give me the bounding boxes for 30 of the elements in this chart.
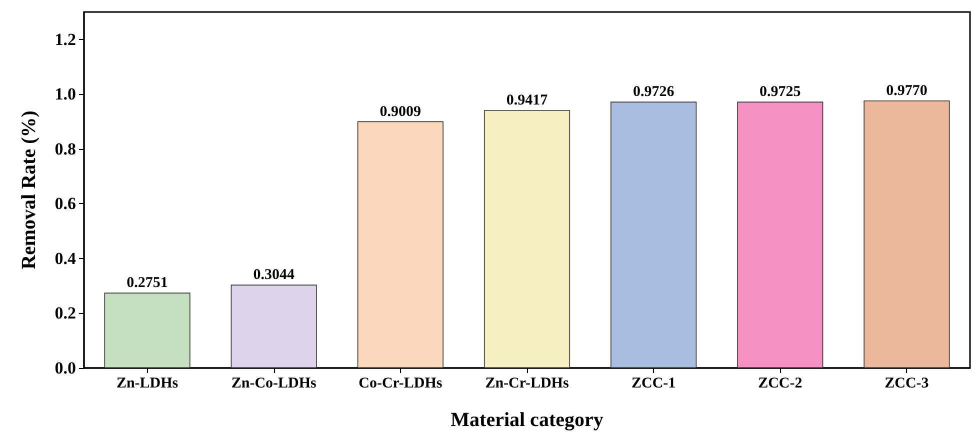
x-tick-label: Zn-LDHs	[116, 376, 178, 392]
x-tick-label: Zn-Cr-LDHs	[485, 376, 569, 392]
x-tick-label: ZCC-3	[884, 376, 929, 392]
x-tick-label: ZCC-2	[758, 376, 802, 392]
data-label: 0.9726	[632, 84, 675, 100]
bar	[357, 121, 444, 368]
bar	[864, 100, 950, 368]
bar	[484, 110, 570, 368]
bar	[230, 284, 317, 368]
y-tick-label: 0.8	[54, 139, 76, 158]
bar	[610, 102, 697, 368]
y-tick-label: 0.6	[54, 194, 76, 214]
bar	[737, 102, 824, 368]
x-tick-label: Zn-Co-LDHs	[231, 376, 317, 392]
x-axis-title: Material category	[450, 409, 604, 431]
data-label: 0.9009	[380, 104, 422, 120]
y-tick-label: 0.4	[54, 248, 76, 268]
data-label: 0.2751	[126, 275, 168, 292]
data-label: 0.9417	[506, 92, 548, 109]
y-tick-label: 0.0	[54, 358, 76, 378]
x-tick-label: ZCC-1	[631, 376, 676, 392]
data-label: 0.9770	[886, 82, 928, 99]
data-label: 0.3044	[253, 267, 295, 284]
y-tick-label: 1.2	[54, 30, 76, 49]
y-tick-label: 1.0	[54, 84, 76, 104]
y-tick-label: 0.2	[54, 304, 76, 323]
y-axis-title: Removal Rate (%)	[18, 110, 40, 270]
x-tick-label: Co-Cr-LDHs	[358, 376, 442, 392]
data-label: 0.9725	[760, 84, 801, 100]
bar	[104, 292, 190, 368]
